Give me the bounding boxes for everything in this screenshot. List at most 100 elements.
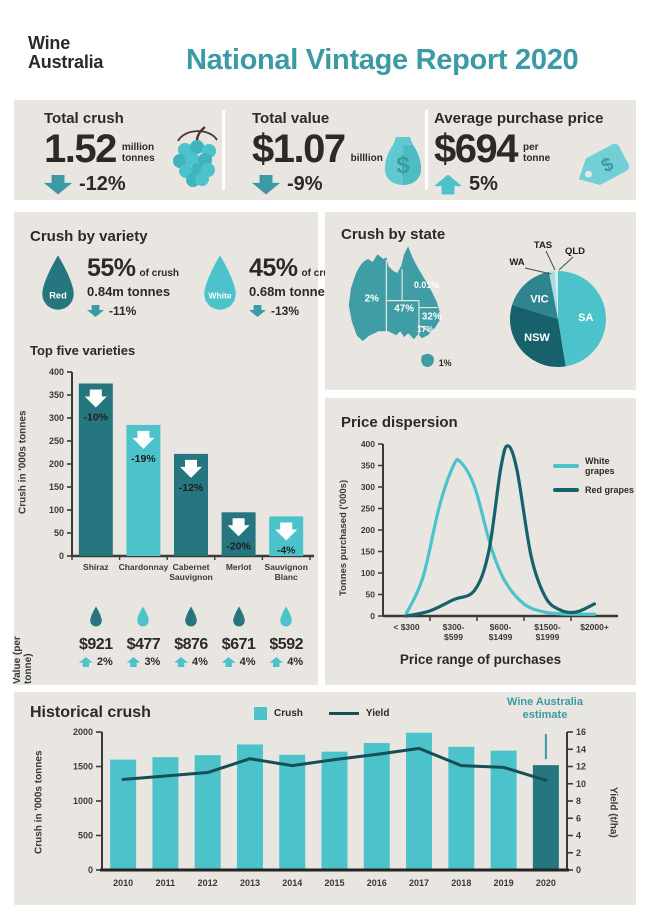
y-tick-label: 150 [361,547,375,557]
map-label-nsw: 32% [422,311,442,322]
value-cell: $671 4% [209,606,269,668]
value-change: 4% [209,656,269,668]
pie-slice-sa [558,271,606,367]
year-label: 2010 [113,878,133,888]
drop-icon [232,606,245,627]
bar-2020 [532,765,559,870]
y-tick-label: 50 [54,528,64,538]
x-category-label: $2000+ [580,622,609,632]
year-label: 2016 [367,878,387,888]
y-tick-label: 400 [361,439,375,449]
value-change: 4% [161,656,221,668]
value-axis-label: Value (per tonne) [12,636,34,684]
y-tick-label: 200 [49,459,64,469]
bar-shiraz [78,383,113,556]
share-suffix: of crush [139,268,179,279]
value-price: $592 [269,636,303,653]
year-label: 2019 [494,878,514,888]
map-label-wa: 2% [365,294,379,305]
legend-label: White grapes [585,456,615,476]
y-tick-label: 150 [49,482,64,492]
bar-change-label: -12% [179,482,204,494]
year-label: 2012 [198,878,218,888]
crush-by-state-pie-chart: SA NSW VIC WA TAS QLD [509,240,606,367]
historical-crush-panel: Historical crush Crush Yield Wine Austra… [14,692,636,905]
right-axis-label: Yield (t/ha) [607,786,619,838]
bar-2010 [110,759,137,870]
share-suffix: of crush [301,268,341,279]
arrow-down-icon [87,305,104,317]
x-category-label: $300- [443,622,465,632]
y-tick-label: 100 [361,568,375,578]
pie-leader-line [545,250,556,271]
share-tonnes: 0.68m tonnes [249,284,333,299]
y-tick-label: 0 [59,551,64,561]
y-tick-label: 300 [49,413,64,423]
y-tick-label: 300 [361,482,375,492]
pie-label-vic: VIC [530,293,548,305]
series-line-white-grapes [404,458,597,616]
value-cell: $477 3% [113,606,173,668]
panel-title: Price dispersion [341,414,458,431]
svg-text:$: $ [396,152,410,179]
y-tick-label: 100 [49,505,64,515]
legend-item-crush: Crush [254,707,303,720]
bar-2017 [406,732,433,870]
x-category-label: $1500- [534,622,561,632]
stat-unit: million tonnes [121,142,155,164]
grapes-icon [173,126,218,187]
tasmania-outline [421,353,434,367]
white-share-group: White 45% of crush 0.68m tonnes -13% [198,254,352,318]
stat-total-crush: Total crush 1.52 million tonnes -12% [44,110,222,196]
right-tick-label: 4 [576,831,581,841]
arrow-up-icon [434,174,462,195]
crush-swatch [254,707,267,720]
legend-label: Yield [365,708,390,719]
red-grapes-swatch [553,488,579,492]
map-label-sa: 47% [394,303,414,314]
variety-share-row: Red 55% of crush 0.84m tonnes -11% White [36,254,352,318]
pie-slice-wa [548,271,558,319]
bar-change-label: -20% [226,540,251,552]
pie-leader-line [558,256,574,271]
y-axis-label: Crush in '000s tonnes [17,410,29,514]
arrow-down-icon [180,459,202,478]
pie-slice-nsw [510,304,566,367]
stat-unit: billlion [350,153,383,164]
right-tick-label: 14 [576,744,586,754]
share-change: -11% [109,304,137,318]
panel-title: Historical crush [30,704,151,721]
drop-icon [280,606,292,627]
stat-value: 1.52 [44,127,117,171]
drop-icon-white: White [204,255,236,310]
value-cell: $921 2% [66,606,126,668]
year-label: 2013 [240,878,260,888]
bar-change-label: -4% [277,544,296,556]
value-price: $876 [174,636,208,653]
series-line-red-grapes [404,444,597,618]
x-category-label: Cabernet [173,562,210,572]
map-label-tas: 1% [439,358,452,368]
value-price: $921 [79,636,113,653]
value-change: 4% [256,656,316,668]
panel-title: Crush by state [341,226,446,243]
right-tick-label: 8 [576,796,581,806]
stat-value: $694 [434,127,518,171]
pie-label-sa: SA [578,312,593,324]
legend-item-white-grapes: White grapes [553,456,636,476]
drop-icon [137,606,150,627]
arrow-up-icon [78,657,93,667]
bar-2013 [236,744,263,870]
y-tick-label: 350 [49,390,64,400]
money-bag-icon: $ [385,137,421,185]
stat-average-purchase-price: Average purchase price $694 per tonne 5%… [434,110,632,196]
share-value: 45% [249,254,298,282]
stat-label: Total crush [44,110,124,127]
pie-slice-tas [554,271,558,319]
australia-map: 2% 47% 0.01% 32% 17% 1% [348,246,452,368]
historical-legend: Crush Yield [254,707,389,720]
share-value: 55% [87,254,136,282]
y-tick-label: 50 [366,590,376,600]
summary-stats-band: Total crush 1.52 million tonnes -12% Tot… [14,100,636,200]
value-change: 3% [113,656,173,668]
